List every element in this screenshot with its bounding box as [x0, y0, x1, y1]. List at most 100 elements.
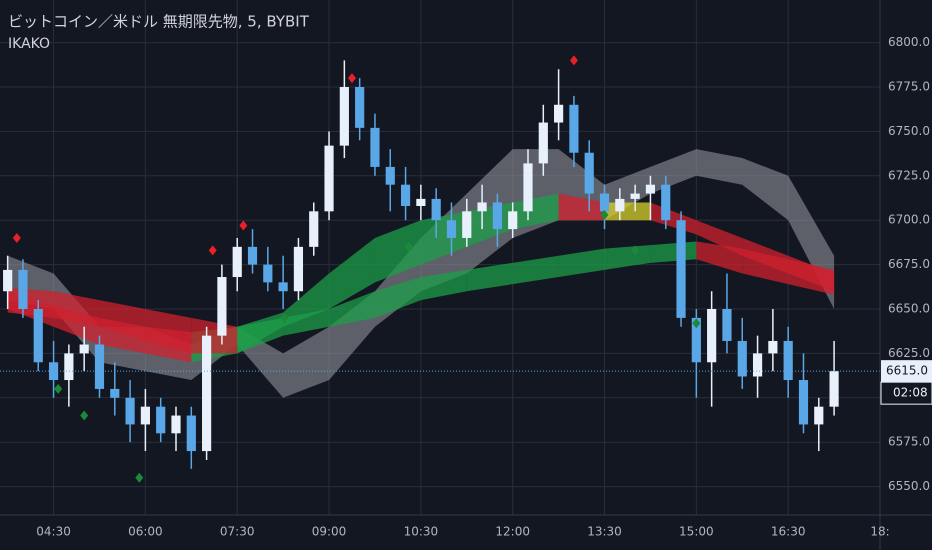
signal-diamond	[404, 241, 413, 252]
candle-body	[171, 415, 181, 434]
signal-diamond	[239, 220, 248, 231]
candle-body	[676, 220, 686, 318]
candle-body	[293, 246, 304, 292]
candle-body	[630, 193, 640, 199]
y-tick-label: 6625.0	[888, 346, 930, 360]
candle-body	[707, 309, 717, 363]
candle-body	[446, 220, 457, 238]
last-price-label: 6615.0	[886, 364, 928, 378]
x-tick-label: 15:00	[679, 525, 714, 539]
ribbon-segment	[283, 309, 330, 336]
ribbon-segment	[374, 220, 421, 283]
candle-body	[140, 406, 150, 425]
candle-body	[768, 340, 778, 354]
signal-diamond	[54, 383, 63, 394]
candle-body	[783, 340, 793, 381]
candle-body	[554, 104, 564, 123]
signal-diamond	[692, 318, 701, 329]
candle-body	[599, 193, 610, 212]
signal-diamond	[569, 55, 578, 66]
candle-body	[829, 371, 839, 407]
y-tick-label: 6675.0	[888, 257, 930, 271]
ribbon-segment	[742, 248, 789, 285]
candle-body	[156, 406, 166, 434]
x-tick-label: 13:30	[587, 525, 622, 539]
candle-body	[737, 340, 747, 377]
candle-body	[416, 198, 426, 206]
candle-body	[94, 344, 105, 389]
candle-body	[508, 211, 518, 230]
ribbon-segment	[604, 202, 651, 221]
countdown-box	[880, 381, 932, 405]
grid	[0, 0, 881, 515]
candle-body	[33, 309, 43, 363]
indicator-name: IKAKO	[8, 36, 50, 52]
candle-body	[722, 309, 732, 341]
y-tick-label: 6775.0	[888, 80, 930, 94]
candle-body	[523, 163, 533, 212]
ribbon-segment	[558, 193, 605, 221]
candle-body	[645, 184, 656, 194]
ribbon-segment	[53, 291, 100, 327]
ribbon-segment	[558, 248, 605, 278]
ribbon-segment	[696, 220, 743, 256]
candle-body	[355, 87, 365, 128]
ribbon-segment	[466, 262, 513, 292]
signal-diamond	[348, 73, 356, 84]
ribbon-segment	[788, 259, 835, 295]
candle-body	[462, 211, 472, 238]
y-tick-label: 6700.0	[888, 213, 930, 227]
x-tick-label: 04:30	[36, 525, 71, 539]
candle-body	[798, 380, 809, 425]
x-tick-label: 10:30	[404, 525, 439, 539]
candle-body	[186, 415, 196, 452]
ribbon-segment	[7, 287, 54, 318]
countdown-label: 02:08	[893, 386, 928, 400]
y-tick-label: 6650.0	[888, 302, 930, 316]
candle-body	[814, 406, 824, 425]
signal-diamond	[12, 232, 21, 243]
candle-body	[79, 344, 89, 354]
candle-body	[400, 184, 411, 206]
x-tick-label: 06:00	[128, 525, 163, 539]
candle-body	[615, 198, 625, 212]
candle-body	[18, 269, 28, 309]
candle-body	[110, 388, 120, 398]
ribbon-segment	[145, 309, 192, 354]
y-tick-label: 6725.0	[888, 168, 930, 182]
ribbon-segment	[420, 269, 467, 301]
candle-body	[202, 335, 212, 452]
signal-diamond	[135, 472, 144, 483]
candle-body	[309, 211, 319, 247]
candle-body	[385, 166, 395, 185]
candle-body	[232, 246, 242, 278]
candle-body	[569, 104, 579, 153]
y-tick-label: 6750.0	[888, 124, 930, 138]
candle-body	[217, 277, 227, 336]
ribbon-segment	[329, 291, 375, 327]
plot	[0, 55, 880, 483]
chart-title: ビットコイン／米ドル 無期限先物, 5, BYBIT	[8, 13, 310, 31]
last-price-box	[881, 360, 932, 383]
candle-body	[3, 269, 13, 292]
candle-body	[125, 397, 135, 425]
signal-diamond	[600, 209, 609, 220]
ribbon-segment	[99, 300, 146, 341]
x-tick-label: 18:	[870, 525, 889, 539]
ribbon-segment	[696, 241, 743, 274]
y-tick-label: 6550.0	[888, 479, 930, 493]
signal-diamond	[631, 245, 640, 256]
ribbon-segment	[604, 245, 651, 270]
signal-diamond	[280, 312, 289, 323]
candle-body	[324, 145, 334, 212]
candle-body	[492, 202, 502, 230]
x-tick-label: 16:30	[771, 525, 806, 539]
ribbon-segment	[329, 237, 375, 309]
candle-body	[584, 152, 594, 194]
signal-diamond	[208, 245, 217, 256]
candle-body	[661, 184, 671, 221]
axes: 6550.06575.06600.06625.06650.06675.06700…	[36, 35, 932, 539]
ribbon-segment	[237, 317, 284, 354]
x-tick-label: 12:00	[495, 525, 530, 539]
